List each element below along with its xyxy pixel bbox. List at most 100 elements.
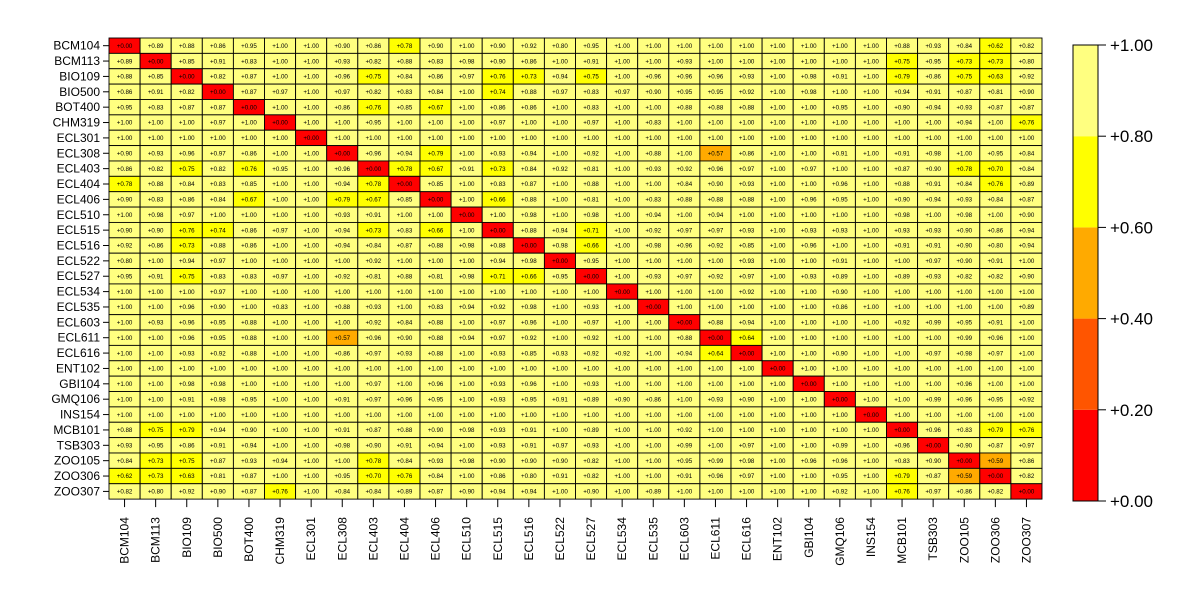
column-label: ECL308 — [335, 517, 349, 561]
cell-value-label: +0.99 — [708, 458, 724, 465]
cell-value-label: +0.00 — [925, 443, 941, 450]
cell-value-label: +1.00 — [956, 135, 972, 142]
cell-value-label: +0.97 — [739, 443, 755, 450]
cell-value-label: +1.00 — [677, 258, 693, 265]
cell-value-label: +1.00 — [645, 58, 661, 65]
legend-tick-label: +0.60 — [1110, 218, 1153, 237]
cell-value-label: +0.95 — [583, 43, 599, 50]
cell-value-label: +1.00 — [645, 473, 661, 480]
cell-value-label: +1.00 — [148, 258, 164, 265]
cell-value-label: +1.00 — [272, 258, 288, 265]
cell-value-label: +0.76 — [1019, 120, 1035, 127]
cell-value-label: +0.78 — [956, 166, 972, 173]
cell-value-label: +0.97 — [925, 350, 941, 357]
cell-value-label: +0.79 — [179, 427, 195, 434]
cell-value-label: +0.98 — [459, 243, 475, 250]
cell-value-label: +0.94 — [459, 335, 475, 342]
cell-value-label: +1.00 — [645, 320, 661, 327]
cell-value-label: +1.00 — [179, 366, 195, 373]
row-label: ECL534 — [57, 285, 101, 299]
cell-value-label: +0.82 — [148, 166, 164, 173]
cell-value-label: +1.00 — [428, 412, 444, 419]
cell-value-label: +1.00 — [801, 181, 817, 188]
cell-value-label: +0.90 — [428, 43, 444, 50]
cell-value-label: +0.93 — [334, 58, 350, 65]
cell-value-label: +1.00 — [801, 104, 817, 111]
cell-value-label: +0.95 — [241, 396, 257, 403]
cell-value-label: +1.00 — [925, 335, 941, 342]
cell-value-label: +0.83 — [148, 104, 164, 111]
cell-value-label: +1.00 — [459, 381, 475, 388]
cell-value-label: +0.87 — [210, 104, 226, 111]
cell-value-label: +0.75 — [366, 74, 382, 81]
cell-value-label: +0.98 — [459, 58, 475, 65]
cell-value-label: +1.00 — [241, 258, 257, 265]
cell-value-label: +0.86 — [241, 150, 257, 157]
cell-value-label: +1.00 — [334, 258, 350, 265]
cell-value-label: +0.98 — [521, 258, 537, 265]
cell-value-label: +0.95 — [925, 58, 941, 65]
cell-value-label: +0.66 — [583, 243, 599, 250]
cell-value-label: +0.92 — [1019, 396, 1035, 403]
cell-value-label: +0.87 — [894, 166, 910, 173]
cell-value-label: +1.00 — [148, 120, 164, 127]
cell-value-label: +1.00 — [645, 43, 661, 50]
cell-value-label: +0.95 — [241, 43, 257, 50]
cell-value-label: +1.00 — [272, 320, 288, 327]
cell-value-label: +0.90 — [645, 89, 661, 96]
cell-value-label: +1.00 — [397, 212, 413, 219]
cell-value-label: +1.00 — [894, 381, 910, 388]
column-label: ECL301 — [304, 517, 318, 561]
cell-value-label: +0.84 — [366, 489, 382, 496]
cell-value-label: +1.00 — [614, 212, 630, 219]
cell-value-label: +1.00 — [148, 350, 164, 357]
cell-value-label: +0.97 — [272, 89, 288, 96]
cell-value-label: +1.00 — [521, 120, 537, 127]
cell-value-label: +0.97 — [272, 273, 288, 280]
cell-value-label: +1.00 — [708, 412, 724, 419]
cell-value-label: +1.00 — [179, 289, 195, 296]
cell-value-label: +1.00 — [677, 150, 693, 157]
cell-value-label: +0.78 — [117, 181, 133, 188]
cell-value-label: +1.00 — [863, 458, 879, 465]
cell-value-label: +0.96 — [708, 74, 724, 81]
cell-value-label: +0.97 — [490, 335, 506, 342]
row-label: ECL516 — [57, 239, 101, 253]
cell-value-label: +0.79 — [894, 74, 910, 81]
cell-value-label: +1.00 — [552, 427, 568, 434]
cell-value-label: +0.96 — [521, 381, 537, 388]
row-label: ECL404 — [57, 177, 101, 191]
cell-value-label: +1.00 — [303, 489, 319, 496]
cell-value-label: +0.92 — [739, 89, 755, 96]
cell-value-label: +1.00 — [552, 58, 568, 65]
row-label: ECL527 — [57, 269, 101, 283]
cell-value-label: +1.00 — [459, 350, 475, 357]
cell-value-label: +0.90 — [956, 227, 972, 234]
cell-value-label: +0.88 — [583, 181, 599, 188]
cell-value-label: +0.95 — [677, 89, 693, 96]
cell-value-label: +1.00 — [770, 289, 786, 296]
cell-value-label: +1.00 — [148, 396, 164, 403]
cell-value-label: +0.88 — [677, 104, 693, 111]
cell-value-label: +0.87 — [241, 89, 257, 96]
cell-value-label: +0.00 — [956, 458, 972, 465]
cell-value-label: +0.88 — [397, 427, 413, 434]
cell-value-label: +1.00 — [770, 458, 786, 465]
cell-value-label: +1.00 — [863, 427, 879, 434]
cell-value-label: +0.97 — [739, 273, 755, 280]
cell-value-label: +1.00 — [677, 135, 693, 142]
cell-value-label: +0.97 — [210, 120, 226, 127]
cell-value-label: +1.00 — [863, 135, 879, 142]
cell-value-label: +1.00 — [770, 150, 786, 157]
cell-value-label: +1.00 — [583, 289, 599, 296]
cell-value-label: +1.00 — [272, 427, 288, 434]
cell-value-label: +1.00 — [459, 104, 475, 111]
cell-value-label: +1.00 — [832, 43, 848, 50]
cell-value-label: +1.00 — [552, 104, 568, 111]
cell-value-label: +0.92 — [117, 243, 133, 250]
cell-value-label: +1.00 — [614, 381, 630, 388]
cell-value-label: +0.95 — [583, 258, 599, 265]
cell-value-label: +1.00 — [801, 366, 817, 373]
cell-value-label: +0.84 — [428, 89, 444, 96]
cell-value-label: +0.91 — [148, 273, 164, 280]
